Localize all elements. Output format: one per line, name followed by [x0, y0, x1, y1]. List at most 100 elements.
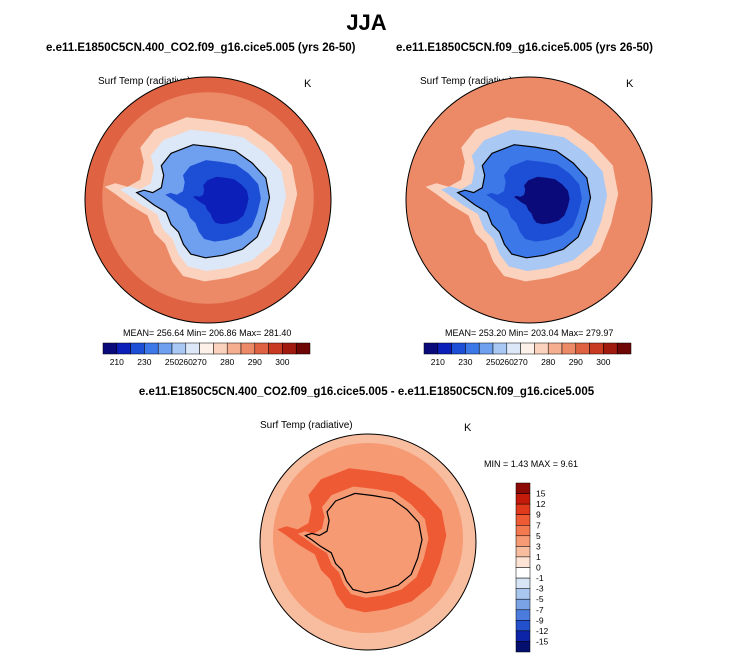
- colorbar-1-swatch: [102, 342, 118, 355]
- colorbar-2-swatch: [465, 342, 480, 355]
- map-panel-1: [85, 77, 331, 323]
- colorbar-3-tick-label: 15: [536, 489, 546, 499]
- colorbar-3-tick-label: -7: [536, 605, 544, 615]
- panel-2-stats: MEAN= 253.20 Min= 203.04 Max= 279.97: [445, 328, 614, 338]
- colorbar-3-tick-label: -3: [536, 584, 544, 594]
- colorbar-2-swatch: [589, 342, 604, 355]
- panel-3-variable: Surf Temp (radiative): [260, 420, 353, 431]
- panel-2-title: e.e11.E1850C5CN.f09_g16.cice5.005 (yrs 2…: [396, 42, 654, 54]
- colorbar-1-swatch: [282, 342, 297, 355]
- colorbar-3-swatch: [515, 493, 531, 505]
- colorbar-3-tick-label: -5: [536, 594, 544, 604]
- colorbar-2-tick-label: 250: [486, 357, 500, 367]
- coastline: [456, 144, 592, 259]
- map-zone-east-antarctic-plateau: [513, 176, 570, 225]
- panel-2-variable: Surf Temp (radiative): [420, 76, 513, 87]
- coastline: [135, 144, 271, 259]
- colorbar-1-swatch: [254, 342, 269, 355]
- colorbar-3-tick-label: 0: [536, 563, 541, 573]
- map-panel-2: [406, 77, 652, 323]
- panel-3-stats: MIN = 1.43 MAX = 9.61: [484, 459, 579, 469]
- colorbar-3-swatch: [515, 514, 531, 526]
- colorbar-2-swatch: [547, 342, 563, 355]
- colorbar-1-tick-label: 230: [137, 357, 151, 367]
- map-2-border: [405, 76, 653, 324]
- colorbar-2-swatch: [437, 342, 452, 355]
- panel-3-units: K: [464, 422, 472, 434]
- colorbar-3-tick-label: 9: [536, 510, 541, 520]
- colorbar-3-swatch: [515, 482, 531, 494]
- colorbar-3-tick-label: 5: [536, 531, 541, 541]
- colorbar-1-swatch: [157, 342, 173, 355]
- colorbar-3-tick-label: 3: [536, 541, 541, 551]
- colorbar-3-tick-label: -12: [536, 626, 549, 636]
- colorbar-3-swatch: [515, 609, 531, 621]
- panel-2-units: K: [626, 78, 634, 90]
- colorbar-3-swatch: [515, 525, 531, 537]
- colorbar-3-tick-label: 7: [536, 520, 541, 530]
- colorbar-3-tick-label: -1: [536, 573, 544, 583]
- colorbar-1-swatch: [240, 342, 256, 355]
- map-panel-3: [260, 434, 476, 650]
- colorbar-3-swatch: [515, 620, 531, 632]
- figure-title: JJA: [346, 10, 387, 35]
- colorbar-2-swatch: [575, 342, 590, 355]
- colorbar-1-swatch: [268, 342, 283, 355]
- colorbar-2-tick-label: 290: [569, 357, 583, 367]
- colorbar-2-swatch: [520, 342, 535, 355]
- colorbar-1-swatch: [213, 342, 228, 355]
- colorbar-panel-1: 210 230 250 260 270 280 290 300: [102, 342, 311, 367]
- colorbar-2-tick-label: 280: [541, 357, 555, 367]
- panel-3-title: e.e11.E1850C5CN.400_CO2.f09_g16.cice5.00…: [138, 386, 595, 398]
- colorbar-1-tick-label: 260: [179, 357, 193, 367]
- colorbar-3-swatch: [515, 641, 531, 653]
- colorbar-2-tick-label: 210: [431, 357, 445, 367]
- coastline: [304, 492, 423, 594]
- colorbar-2-swatch: [603, 342, 618, 355]
- colorbar-2-swatch: [451, 342, 466, 355]
- colorbar-2-swatch: [561, 342, 577, 355]
- map-zone-east-antarctic-plateau: [192, 176, 249, 225]
- colorbar-1-swatch: [295, 342, 311, 355]
- map-1-border: [84, 76, 332, 324]
- colorbar-2-swatch: [506, 342, 521, 355]
- colorbar-1-swatch: [199, 342, 214, 355]
- colorbar-1-tick-label: 280: [220, 357, 234, 367]
- panel-1-title: e.e11.E1850C5CN.400_CO2.f09_g16.cice5.00…: [46, 42, 356, 54]
- map-zone-antarctic-interior: [323, 505, 417, 585]
- colorbar-2-tick-label: 260: [500, 357, 514, 367]
- colorbar-3-tick-label: 12: [536, 499, 546, 509]
- colorbar-3-swatch: [515, 567, 531, 579]
- colorbar-1-tick-label: 250: [165, 357, 179, 367]
- colorbar-3-tick-label: 1: [536, 552, 541, 562]
- colorbar-2-tick-label: 230: [458, 357, 472, 367]
- colorbar-3-swatch: [515, 577, 531, 589]
- colorbar-1-swatch: [144, 342, 159, 355]
- colorbar-2-tick-label: 300: [596, 357, 610, 367]
- colorbar-3-swatch: [515, 630, 531, 642]
- map-3-border: [259, 433, 477, 651]
- colorbar-3-swatch: [515, 546, 531, 558]
- colorbar-1-swatch: [171, 342, 187, 355]
- colorbar-3-swatch: [515, 598, 531, 611]
- colorbar-2-swatch: [423, 342, 439, 355]
- colorbar-3-swatch: [515, 503, 531, 515]
- colorbar-1-swatch: [226, 342, 242, 355]
- colorbar-1-tick-label: 290: [248, 357, 262, 367]
- colorbar-2-tick-label: 270: [514, 357, 528, 367]
- colorbar-2-swatch: [478, 342, 494, 355]
- colorbar-1-swatch: [116, 342, 131, 355]
- colorbar-2-swatch: [616, 342, 632, 355]
- colorbar-1-tick-label: 300: [275, 357, 289, 367]
- colorbar-3-swatch: [515, 535, 531, 547]
- colorbar-1-swatch: [130, 342, 145, 355]
- colorbar-3-tick-label: -15: [536, 636, 549, 646]
- colorbar-3-tick-label: -9: [536, 615, 544, 625]
- colorbar-2-swatch: [492, 342, 508, 355]
- panel-1-variable: Surf Temp (radiative): [98, 76, 191, 87]
- colorbar-1-tick-label: 270: [193, 357, 207, 367]
- colorbar-3-swatch: [515, 588, 531, 600]
- colorbar-1-tick-label: 210: [110, 357, 124, 367]
